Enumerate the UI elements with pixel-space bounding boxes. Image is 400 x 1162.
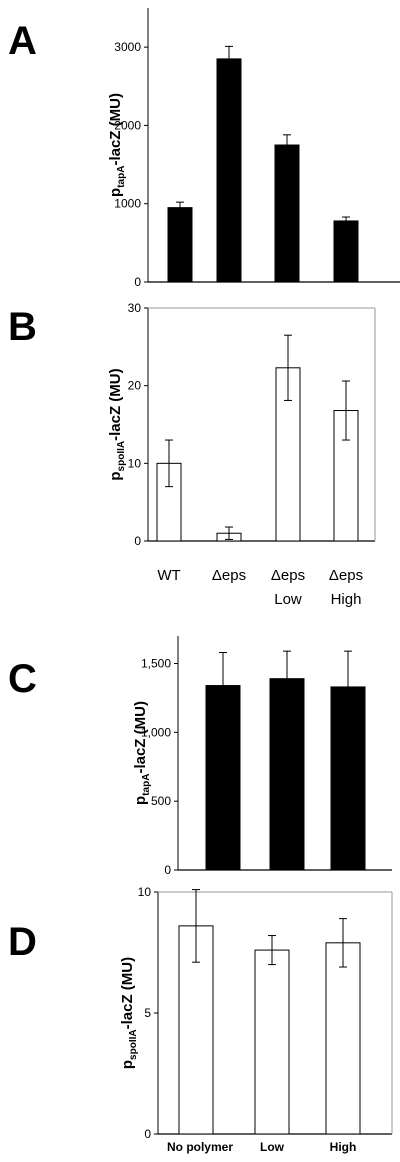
y-tick-label: 20 <box>128 379 142 393</box>
y-axis-label: pspoIIA-lacZ (MU) <box>107 368 127 480</box>
bar-1 <box>205 685 241 871</box>
y-tick-label: 10 <box>138 885 152 899</box>
panel-D: D 0 5 10 No polymer Low High pspoIIA-lacZ (MU) <box>8 885 393 1154</box>
bar-2 <box>269 678 305 871</box>
bar-3 <box>330 686 366 871</box>
bar-2 <box>216 58 242 283</box>
y-tick-label: 1000 <box>114 197 141 211</box>
bar-2 <box>254 949 290 1135</box>
y-axis-label: ptapA-lacZ (MU) <box>132 701 152 805</box>
bar-3 <box>274 144 300 283</box>
x-tick-label: High <box>331 591 362 608</box>
y-tick-label: 500 <box>151 794 171 808</box>
x-tick-label: Δeps <box>329 567 363 584</box>
panel-letter: A <box>8 19 37 63</box>
bar-3 <box>325 942 361 1135</box>
y-tick-label: 0 <box>144 1127 151 1141</box>
x-tick-label: No polymer <box>167 1140 233 1154</box>
y-tick-label: 0 <box>134 534 141 548</box>
y-tick-label: 1,000 <box>141 725 171 739</box>
panel-B: B 0 10 20 30 WT Δeps Δeps Low Δeps High pspoIIA-lac… <box>8 301 376 608</box>
panel-letter: C <box>8 657 37 701</box>
x-tick-label: Low <box>260 1140 285 1154</box>
y-tick-label: 3000 <box>114 40 141 54</box>
y-axis-label: pspoIIA-lacZ (MU) <box>119 957 139 1069</box>
y-tick-label: 1,500 <box>141 657 171 671</box>
bar-1 <box>167 207 193 283</box>
y-tick-label: 30 <box>128 301 142 315</box>
x-tick-label: WT <box>157 567 180 584</box>
x-tick-label: Low <box>274 591 302 608</box>
panel-letter: D <box>8 920 37 964</box>
panel-letter: B <box>8 305 37 349</box>
y-tick-label: 0 <box>164 863 171 877</box>
y-axis-label: ptapA-lacZ (MU) <box>107 93 127 197</box>
y-tick-label: 0 <box>134 275 141 289</box>
x-tick-label: High <box>330 1140 357 1154</box>
x-tick-label: Δeps <box>212 567 246 584</box>
bar-4 <box>333 220 359 283</box>
x-tick-label: Δeps <box>271 567 305 584</box>
panel-A: A 0 1000 2000 3000 ptapA-lacZ (MU) <box>8 8 400 289</box>
y-tick-label: 5 <box>144 1006 151 1020</box>
y-tick-label: 10 <box>128 456 142 470</box>
panel-C: C 0 500 1,000 1,500 ptapA-lacZ (MU) <box>8 636 392 877</box>
y-tick-label: 2000 <box>114 118 141 132</box>
